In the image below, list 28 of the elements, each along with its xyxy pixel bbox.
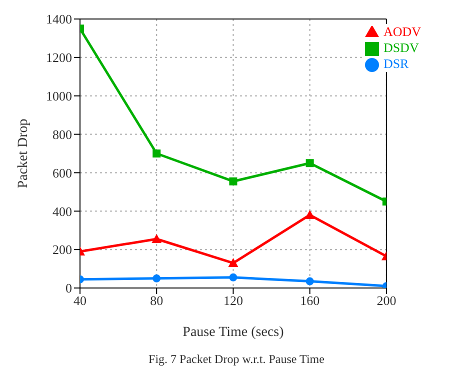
y-tick-label: 1200 [46,50,72,66]
point [306,159,314,168]
x-axis-title: Pause Time (secs) [182,325,284,340]
x-tick-label: 200 [376,293,396,308]
y-tick-label: 400 [52,204,72,219]
point [229,177,238,186]
point [152,234,162,244]
point [304,210,315,219]
y-tick-label: 1000 [46,88,72,104]
legend-label: DSR [383,56,409,72]
y-tick-label: 1400 [46,12,72,27]
y-tick-label: 600 [52,165,72,180]
x-tick-label: 80 [150,293,164,308]
y-tick-label: 800 [52,126,72,142]
caption: Fig. 7 Packet Drop w.r.t. Pause Time [148,352,326,367]
legend-label: DSDV [383,40,419,56]
y-axis-title: Packet Drop [16,118,31,188]
point [228,258,238,268]
point [152,150,161,158]
x-tick-label: 160 [300,293,320,308]
point [152,274,161,282]
point [306,277,314,286]
y-tick-label: 0 [66,280,72,296]
x-tick-label: 120 [223,293,243,308]
point [229,273,238,282]
legend-label: AODV [383,24,421,39]
x-tick-label: 40 [74,293,86,308]
y-tick-label: 200 [52,242,72,258]
